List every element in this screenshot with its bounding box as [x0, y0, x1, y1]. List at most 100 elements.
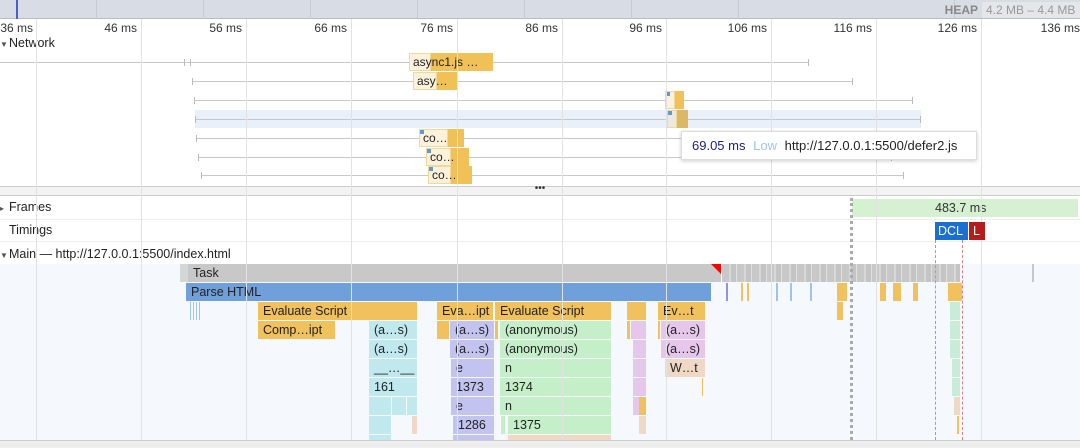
flame-sliver	[420, 130, 424, 134]
frames-label: Frames	[9, 200, 52, 214]
timeline-overview[interactable]: 4.2 MB – 4.4 MB HEAP	[0, 0, 1080, 19]
flame-sliver	[880, 283, 886, 301]
flame-sliver	[639, 397, 646, 415]
flame-sliver	[837, 283, 847, 301]
parse-html-block[interactable]: Parse HTML	[186, 283, 711, 301]
flame-sliver	[633, 378, 646, 396]
flame-sliver	[184, 59, 185, 66]
flame-sliver	[196, 135, 197, 142]
tick-label: 106 ms	[727, 21, 767, 35]
function-call-block[interactable]: (anonymous)	[500, 321, 611, 339]
function-call-block[interactable]: (a…s)	[369, 321, 417, 339]
function-call-block[interactable]: (a…s)	[450, 340, 494, 358]
function-call-block[interactable]: 1375	[508, 416, 611, 434]
flame-sliver	[952, 359, 960, 377]
frame-boundary-line	[850, 198, 853, 440]
evaluate-script-block[interactable]: Eva…ipt	[437, 302, 493, 320]
flame-sliver	[427, 149, 431, 153]
request-label	[667, 110, 677, 128]
function-call-block[interactable]: n	[500, 359, 611, 377]
flame-sliver	[1032, 264, 1034, 282]
function-call-block[interactable]: (a…s)	[369, 340, 417, 358]
function-call-block[interactable]: 1374	[500, 378, 611, 396]
timings-track-header[interactable]: Timings	[0, 223, 52, 237]
dcl-marker[interactable]: DCL	[935, 222, 968, 240]
frames-track-header[interactable]: ▸ Frames	[0, 200, 51, 214]
tooltip-duration: 69.05 ms	[692, 138, 746, 153]
function-call-block[interactable]: 1373	[451, 378, 494, 396]
function-call-block[interactable]: (anonymous)	[500, 340, 611, 358]
flame-sliver	[954, 397, 960, 415]
function-call-block[interactable]: e	[451, 397, 494, 415]
flame-sliver	[198, 157, 891, 158]
evaluate-script-block[interactable]: Evaluate Script	[258, 302, 417, 320]
function-call-block[interactable]: (a…s)	[661, 340, 705, 358]
tick-label: 56 ms	[209, 21, 242, 35]
flame-sliver	[431, 53, 493, 71]
task-block[interactable]: Task	[188, 264, 721, 282]
flame-sliver	[451, 166, 472, 184]
evaluate-script-block[interactable]: Ev…t	[658, 302, 705, 320]
resize-grip-icon: •••	[534, 183, 546, 194]
evaluate-script-block[interactable]: Evaluate Script	[495, 302, 611, 320]
flame-sliver	[369, 435, 391, 440]
flame-sliver	[633, 340, 646, 358]
flame-sliver	[203, 0, 204, 19]
flame-sliver	[920, 116, 921, 123]
flame-sliver	[633, 359, 646, 377]
flame-sliver	[726, 283, 728, 301]
flame-sliver	[950, 302, 960, 320]
flame-sliver	[407, 397, 417, 415]
request-label: co…	[419, 129, 448, 147]
bottom-summary-bar	[0, 440, 1080, 448]
flame-sliver	[196, 138, 890, 139]
flame-sliver	[508, 435, 611, 440]
network-track-header[interactable]: ▼Network	[0, 36, 55, 50]
flame-sliver	[194, 97, 195, 104]
task-block[interactable]	[722, 264, 960, 282]
flame-sliver	[747, 283, 749, 301]
flame-sliver	[950, 340, 960, 358]
flame-sliver	[96, 0, 97, 19]
heap-label: HEAP	[944, 3, 978, 17]
flame-sliver	[658, 321, 660, 339]
function-call-block[interactable]: (a…s)	[450, 321, 494, 339]
request-label: async1.js …	[409, 53, 478, 71]
expand-triangle-icon: ▼	[0, 251, 8, 260]
flame-sliver	[194, 100, 912, 101]
flame-sliver	[675, 91, 684, 109]
tick-label: 126 ms	[937, 21, 977, 35]
tick-label: 36 ms	[0, 21, 33, 35]
flame-sliver	[913, 283, 918, 301]
frame-block[interactable]: 483.7 ms	[852, 199, 1078, 217]
main-track-header[interactable]: ▼Main — http://127.0.0.1:5500/index.html	[0, 247, 231, 261]
flame-sliver	[195, 119, 920, 120]
flame-sliver	[198, 154, 199, 161]
flame-sliver	[0, 241, 1080, 242]
tick-label: 66 ms	[314, 21, 347, 35]
compile-script-block[interactable]: Comp…ipt	[258, 321, 335, 339]
flame-sliver	[950, 321, 960, 339]
request-label: co…	[426, 148, 455, 166]
tick-label: 136 ms	[1040, 21, 1080, 35]
flame-sliver	[0, 219, 1080, 220]
flame-sliver	[639, 416, 646, 434]
function-call-block[interactable]: 161	[369, 378, 417, 396]
function-call-block[interactable]: (a…s)	[661, 321, 705, 339]
flame-sliver	[429, 167, 433, 171]
track-resize-handle[interactable]: •••	[0, 183, 1080, 196]
flame-sliver	[369, 416, 391, 434]
function-call-block[interactable]: W…t	[665, 359, 705, 377]
function-call-block[interactable]: 1286	[453, 416, 494, 434]
load-line	[962, 240, 963, 440]
flame-sliver	[310, 0, 311, 19]
function-call-block[interactable]: e	[451, 359, 494, 377]
tooltip-url: http://127.0.0.1:5500/defer2.js	[784, 138, 958, 153]
flame-sliver	[437, 72, 458, 90]
flame-sliver	[837, 302, 843, 320]
function-call-block[interactable]: n	[500, 397, 611, 415]
load-marker[interactable]: L	[969, 222, 985, 240]
function-call-block[interactable]: __…__	[369, 359, 417, 377]
flame-sliver	[702, 378, 703, 396]
flame-sliver	[192, 81, 852, 82]
